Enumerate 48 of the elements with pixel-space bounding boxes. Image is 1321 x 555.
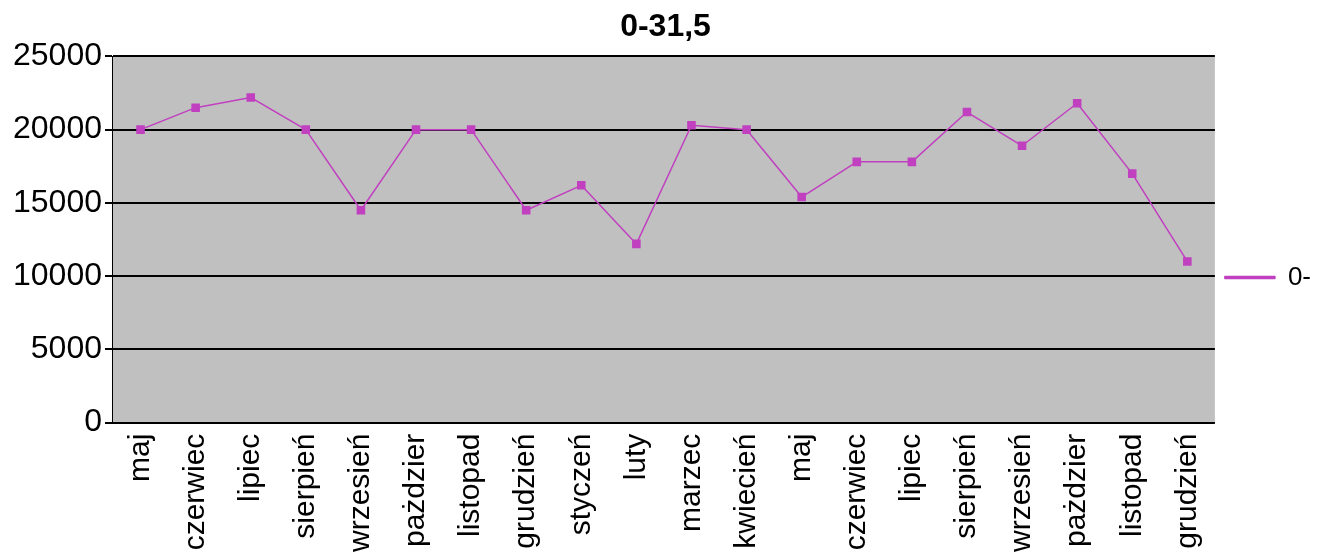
y-tick-label: 0 xyxy=(84,402,102,439)
point xyxy=(1072,98,1082,108)
point xyxy=(962,107,972,117)
point xyxy=(1017,141,1027,151)
x-tick-label: sierpień xyxy=(948,433,982,539)
point xyxy=(246,93,256,102)
x-tick-label: grudzień xyxy=(507,433,541,549)
point xyxy=(1183,257,1192,266)
x-tick-label: styczeń xyxy=(562,433,596,536)
x-tick-label: lipiec xyxy=(231,433,265,502)
x-tick-label: listopad xyxy=(452,433,486,538)
point xyxy=(1127,169,1137,178)
x-tick-label: luty xyxy=(617,433,651,481)
x-tick-label: pażdzier xyxy=(397,433,431,548)
x-tick-label: listopad xyxy=(1113,433,1147,538)
chart-title: 0-31,5 xyxy=(620,7,711,44)
legend-label: 0- xyxy=(1287,260,1312,291)
x-tick-label: marzec xyxy=(672,433,706,532)
point xyxy=(136,125,145,134)
point xyxy=(301,125,311,134)
x-tick-label: maj xyxy=(121,433,155,482)
x-tick-label: wrzesień xyxy=(1003,433,1037,553)
y-tick-label: 15000 xyxy=(13,182,102,219)
point xyxy=(797,192,806,202)
y-tick-label: 20000 xyxy=(13,109,102,146)
point xyxy=(632,239,641,249)
x-tick-label: sierpień xyxy=(287,433,321,539)
x-tick-label: wrzesień xyxy=(342,433,376,553)
point xyxy=(687,120,696,130)
x-tick-label: czerwiec xyxy=(176,433,210,551)
x-tick-label: czerwiec xyxy=(838,433,872,551)
point xyxy=(742,125,751,134)
y-tick-label: 10000 xyxy=(13,255,102,292)
point xyxy=(191,103,200,112)
point xyxy=(356,205,366,215)
x-tick-label: pażdzier xyxy=(1058,433,1092,548)
point xyxy=(521,205,531,215)
point xyxy=(466,125,476,134)
y-tick-label: 5000 xyxy=(30,329,102,366)
y-tick-label: 25000 xyxy=(13,36,102,73)
point xyxy=(852,157,862,167)
x-tick-label: maj xyxy=(782,433,816,482)
point xyxy=(577,181,586,190)
point xyxy=(907,157,917,167)
x-tick-label: lipiec xyxy=(893,433,927,502)
x-tick-label: kwiecień xyxy=(727,433,761,549)
point xyxy=(411,125,421,134)
x-tick-label: grudzień xyxy=(1168,433,1202,549)
